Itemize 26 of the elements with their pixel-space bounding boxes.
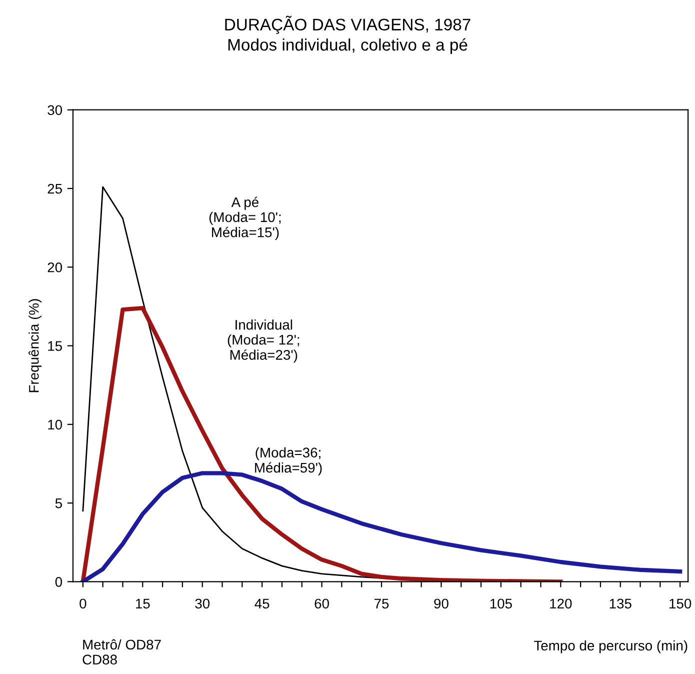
- x-axis-title: Tempo de percurso (min): [534, 640, 688, 654]
- y-tick-label: 15: [48, 341, 62, 351]
- y-axis-title: Frequência (%): [28, 299, 42, 392]
- y-tick-label: 0: [55, 576, 62, 587]
- x-tick-label: 90: [434, 598, 448, 609]
- x-tick-label: 30: [195, 598, 210, 609]
- chart-subtitle: Modos individual, coletivo e a pé: [228, 38, 468, 54]
- x-tick-label: 135: [610, 598, 632, 609]
- x-tick-label: 0: [80, 598, 86, 609]
- chart-title: DURAÇÃO DAS VIAGENS, 1987: [225, 16, 470, 34]
- annotation: (Moda=36; Média=59'): [255, 447, 322, 476]
- x-tick-label: 15: [136, 598, 150, 609]
- y-tick-label: 10: [48, 420, 62, 430]
- x-tick-label: 105: [490, 598, 512, 609]
- x-tick-label: 120: [550, 598, 572, 609]
- y-tick-label: 20: [48, 262, 62, 272]
- y-tick-label: 30: [48, 105, 62, 116]
- y-tick-label: 5: [55, 498, 62, 508]
- x-tick-label: 60: [314, 598, 329, 609]
- y-tick-label: 25: [48, 184, 62, 194]
- text: Metrô/ OD87 CD88: [82, 639, 161, 665]
- x-tick-label: 75: [374, 598, 389, 609]
- x-tick-label: 45: [254, 598, 270, 609]
- x-tick-label: 150: [670, 598, 692, 609]
- annotation: Individual (Moda= 12'; Média=23'): [228, 320, 300, 363]
- annotation: A pé (Moda= 10'; Média=15'): [209, 196, 281, 240]
